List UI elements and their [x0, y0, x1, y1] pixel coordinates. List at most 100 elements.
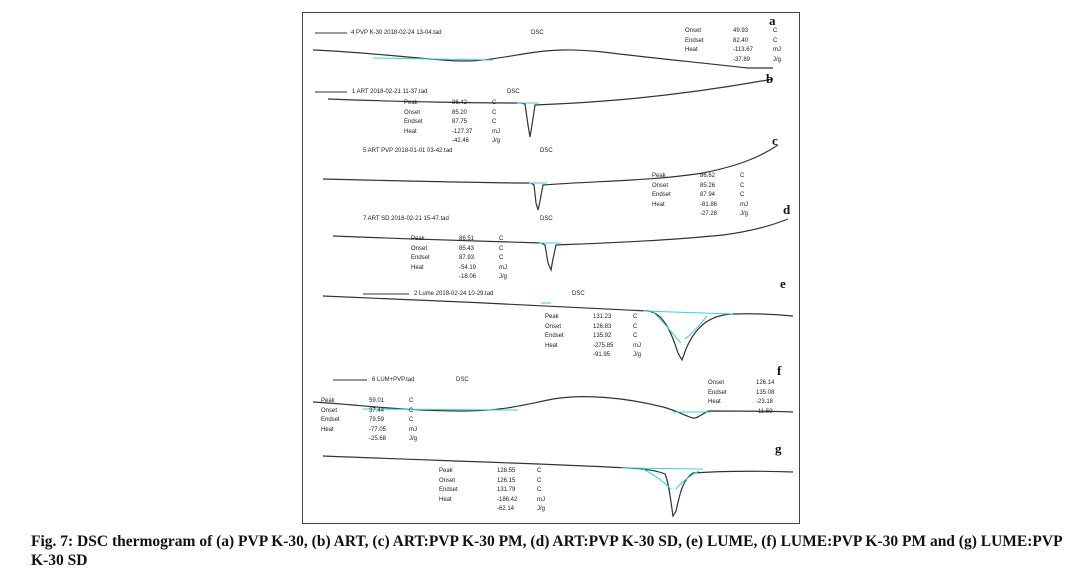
- file-label-a: 4 PVP K-30 2018-02-24 13-04.tad: [351, 30, 442, 36]
- param-name: [652, 210, 700, 220]
- param-name: [404, 137, 452, 147]
- param-name: Peak: [321, 398, 335, 404]
- param-value: 86.42: [452, 100, 468, 106]
- param-name: [411, 273, 459, 283]
- param-value: 85.26: [700, 182, 716, 189]
- mode-label-f: DSC: [456, 377, 469, 383]
- param-unit: C: [499, 255, 504, 261]
- param-value: 135.92: [593, 333, 612, 339]
- param-unit: C: [537, 487, 542, 493]
- panel-letter-b: b: [766, 71, 774, 86]
- param-name: Endset: [404, 119, 423, 125]
- param-name: Peak: [652, 173, 666, 179]
- trace-b: [327, 78, 774, 138]
- param-row: Onset 37.44 C: [321, 407, 429, 417]
- param-value: 87.94: [700, 192, 716, 198]
- mode-label-c: DSC: [540, 148, 553, 154]
- param-name: Onset: [439, 477, 456, 484]
- param-row: Heat -77.05 mJ: [321, 426, 429, 436]
- panel-letter-a: a: [769, 13, 776, 28]
- param-row: -91.95 J/g: [545, 351, 653, 361]
- param-unit: C: [740, 182, 745, 189]
- param-unit: C: [773, 37, 778, 44]
- param-name: Onset: [545, 323, 562, 330]
- params-table-d: Peak 86.51 C Onset 85.43 C Endset 87.93 C Heat…: [411, 235, 519, 283]
- param-name: Onset: [321, 407, 338, 414]
- param-row: Endset 135.92 C: [545, 332, 653, 342]
- param-unit: mJ: [633, 342, 641, 349]
- param-value: 135.08: [756, 389, 775, 396]
- param-name: Peak: [439, 468, 453, 474]
- param-value: 86.62: [700, 173, 716, 179]
- file-label-d: 7 ART SD 2018-02-21 15-47.tad: [363, 216, 449, 222]
- trace-f: [312, 396, 794, 419]
- file-label-c: 5 ART PVP 2018-01-01 03-42.tad: [363, 148, 453, 154]
- mode-label-b: DSC: [507, 89, 520, 95]
- param-value: 37.44: [369, 407, 385, 414]
- file-label-e: 2 Lume 2018-02-24 10-29.tad: [414, 291, 494, 297]
- param-value: -23.18: [756, 399, 774, 405]
- param-row: -25.68 J/g: [321, 435, 429, 445]
- param-name: Heat: [439, 496, 452, 503]
- trace-g: [322, 455, 794, 518]
- param-unit: C: [740, 192, 745, 198]
- param-unit: mJ: [740, 201, 748, 208]
- param-row: -18.06 J/g: [411, 273, 519, 283]
- param-name: Peak: [411, 236, 425, 242]
- peak-fit-g: [642, 468, 700, 490]
- param-row: Peak 131.23 C: [545, 313, 653, 323]
- param-name: Endset: [411, 255, 430, 261]
- param-value: 126.15: [497, 477, 516, 484]
- param-row: Onset 126.15 C: [439, 477, 557, 487]
- param-unit: J/g: [773, 56, 782, 63]
- param-unit: C: [409, 407, 414, 414]
- param-value: -275.85: [593, 342, 614, 349]
- param-unit: C: [633, 333, 638, 339]
- param-value: -113.67: [733, 47, 753, 53]
- param-unit: J/g: [499, 274, 508, 280]
- param-row: Heat -23.18: [708, 398, 796, 408]
- param-row: Onset 126.83 C: [545, 323, 653, 333]
- param-name: Endset: [652, 192, 671, 198]
- param-unit: J/g: [409, 436, 418, 442]
- param-row: -11.59: [708, 408, 796, 418]
- param-name: Peak: [404, 100, 418, 106]
- param-unit: C: [537, 477, 542, 484]
- param-value: -25.68: [369, 436, 387, 442]
- dsc-traces: [312, 32, 794, 518]
- param-unit: C: [409, 417, 414, 423]
- param-row: Endset 79.59 C: [321, 416, 429, 426]
- params-table-c: Peak 86.62 C Onset 85.26 C Endset 87.94 C Heat…: [652, 172, 760, 220]
- param-unit: J/g: [633, 352, 642, 358]
- param-name: Heat: [708, 399, 721, 405]
- param-name: Heat: [404, 128, 417, 135]
- panel-letter-g: g: [775, 441, 782, 456]
- param-name: Endset: [545, 333, 564, 339]
- param-name: Endset: [708, 389, 727, 396]
- param-row: Endset 131.79 C: [439, 486, 557, 496]
- param-unit: C: [492, 109, 497, 116]
- param-unit: C: [499, 236, 504, 242]
- trace-d: [332, 218, 789, 273]
- param-row: Heat -275.85 mJ: [545, 342, 653, 352]
- param-name: Heat: [652, 201, 665, 208]
- dsc-figure: a b c d e f g 4 PVP K-30 2018-02-24 13-0…: [302, 12, 800, 524]
- param-row: Endset 82.40 C: [685, 37, 793, 47]
- params-table-b: Peak 86.42 C Onset 85.20 C Endset 87.75 C Heat…: [404, 99, 512, 147]
- param-row: Peak 128.55 C: [439, 467, 557, 477]
- param-name: [439, 505, 497, 515]
- param-row: -27.28 J/g: [652, 210, 760, 220]
- param-value: -11.59: [756, 408, 773, 415]
- trace-e: [322, 295, 794, 362]
- mode-label-d: DSC: [540, 216, 553, 222]
- trace-c: [322, 144, 779, 211]
- param-row: Endset 135.08: [708, 389, 796, 399]
- param-row: Heat -54.19 mJ: [411, 264, 519, 274]
- param-row: Endset 87.75 C: [404, 118, 512, 128]
- param-name: Onset: [404, 109, 421, 116]
- param-value: -27.28: [700, 211, 718, 217]
- param-value: 131.23: [593, 314, 612, 320]
- param-row: Heat -81.86 mJ: [652, 201, 760, 211]
- param-name: Onset: [685, 28, 702, 34]
- param-row: -42.46 J/g: [404, 137, 512, 147]
